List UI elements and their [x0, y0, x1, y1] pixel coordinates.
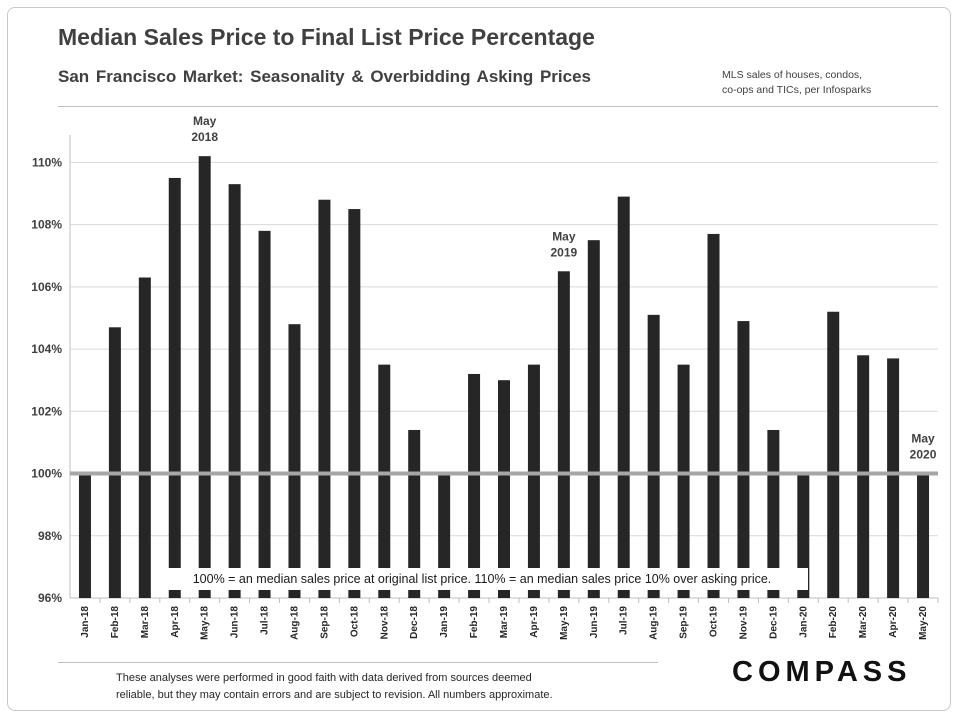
x-tick-label: Apr-18	[170, 606, 181, 638]
x-tick-label: Dec-18	[409, 606, 420, 639]
compass-logo: COMPASS	[732, 656, 912, 688]
disclaimer-line-1: These analyses were performed in good fa…	[116, 672, 532, 684]
bar	[348, 209, 361, 598]
annotation-label: May	[193, 114, 217, 128]
bar	[258, 230, 271, 598]
bar	[288, 324, 301, 598]
x-tick-label: Apr-20	[888, 606, 899, 638]
x-tick-label: Feb-19	[469, 606, 480, 639]
bar	[677, 364, 690, 598]
x-tick-label: Apr-19	[529, 606, 540, 638]
source-line-2: co-ops and TICs, per Infosparks	[722, 84, 872, 96]
bar	[168, 177, 181, 598]
x-tick-label: Feb-18	[110, 606, 121, 639]
annotation-label: 2018	[191, 130, 218, 144]
bar	[887, 358, 900, 598]
x-tick-label: May-20	[918, 606, 929, 640]
annotation-label: 2020	[910, 448, 937, 462]
x-tick-label: Sep-19	[679, 606, 690, 639]
bar	[78, 473, 91, 598]
y-tick-label: 98%	[38, 529, 62, 543]
x-tick-label: Mar-19	[499, 606, 510, 639]
source-note: MLS sales of houses, condos, co-ops and …	[722, 68, 922, 98]
disclaimer: These analyses were performed in good fa…	[116, 670, 656, 704]
bar	[857, 355, 870, 598]
x-tick-label: May-19	[559, 606, 570, 640]
x-tick-label: Aug-19	[649, 606, 660, 640]
note-box	[156, 568, 808, 590]
bar	[198, 156, 211, 598]
x-tick-label: Aug-18	[289, 606, 300, 640]
y-tick-label: 108%	[31, 218, 62, 232]
x-tick-label: Nov-19	[738, 606, 749, 640]
x-tick-label: May-18	[200, 606, 211, 640]
bar	[228, 184, 241, 598]
footer-divider	[58, 662, 658, 663]
bar	[378, 364, 391, 598]
x-tick-label: Jun-19	[589, 606, 600, 639]
x-tick-label: Sep-18	[319, 606, 330, 639]
annotation-label: 2019	[551, 245, 578, 259]
x-tick-label: Nov-18	[379, 606, 390, 640]
source-line-1: MLS sales of houses, condos,	[722, 69, 863, 81]
bar	[587, 240, 600, 598]
y-tick-label: 104%	[31, 342, 62, 356]
x-tick-label: Oct-19	[709, 606, 720, 638]
y-tick-label: 96%	[38, 591, 62, 605]
bar	[707, 233, 720, 599]
x-tick-label: Jan-19	[439, 606, 450, 638]
x-tick-label: Mar-20	[858, 606, 869, 639]
annotation-label: May	[911, 432, 935, 446]
annotation-bg	[188, 112, 221, 151]
bar	[138, 277, 151, 598]
x-tick-label: Jan-20	[798, 606, 809, 638]
bar	[737, 321, 750, 598]
x-tick-label: Jan-18	[80, 606, 91, 638]
bar	[917, 473, 930, 598]
annotation-label: May	[552, 229, 576, 243]
y-tick-label: 102%	[31, 404, 62, 418]
bar	[527, 364, 540, 598]
annotation-bg	[547, 227, 580, 266]
bar	[108, 327, 121, 598]
bar	[438, 473, 451, 598]
bar	[617, 196, 630, 598]
chart-subtitle: San Francisco Market: Seasonality & Over…	[58, 67, 591, 86]
x-tick-label: Dec-19	[768, 606, 779, 639]
y-tick-label: 110%	[32, 155, 62, 169]
bar	[318, 199, 331, 598]
chart-frame	[7, 7, 951, 711]
x-tick-label: Feb-20	[828, 606, 839, 639]
x-tick-label: Jul-18	[260, 606, 271, 635]
x-tick-label: Mar-18	[140, 606, 151, 639]
x-tick-label: Jul-19	[619, 606, 630, 635]
bar	[827, 311, 840, 598]
x-tick-label: Jun-18	[230, 606, 241, 639]
bar	[797, 473, 810, 598]
x-tick-label: Oct-18	[349, 606, 360, 638]
y-tick-label: 100%	[31, 467, 62, 481]
bar	[468, 373, 481, 598]
chart-title: Median Sales Price to Final List Price P…	[58, 24, 595, 50]
chart-note: 100% = an median sales price at original…	[192, 572, 772, 586]
bar	[557, 271, 570, 598]
header-divider	[58, 106, 938, 107]
y-tick-label: 106%	[31, 280, 62, 294]
bar	[647, 314, 660, 598]
annotation-bg	[907, 429, 940, 468]
bar	[498, 380, 510, 598]
disclaimer-line-2: reliable, but they may contain errors an…	[116, 689, 553, 701]
